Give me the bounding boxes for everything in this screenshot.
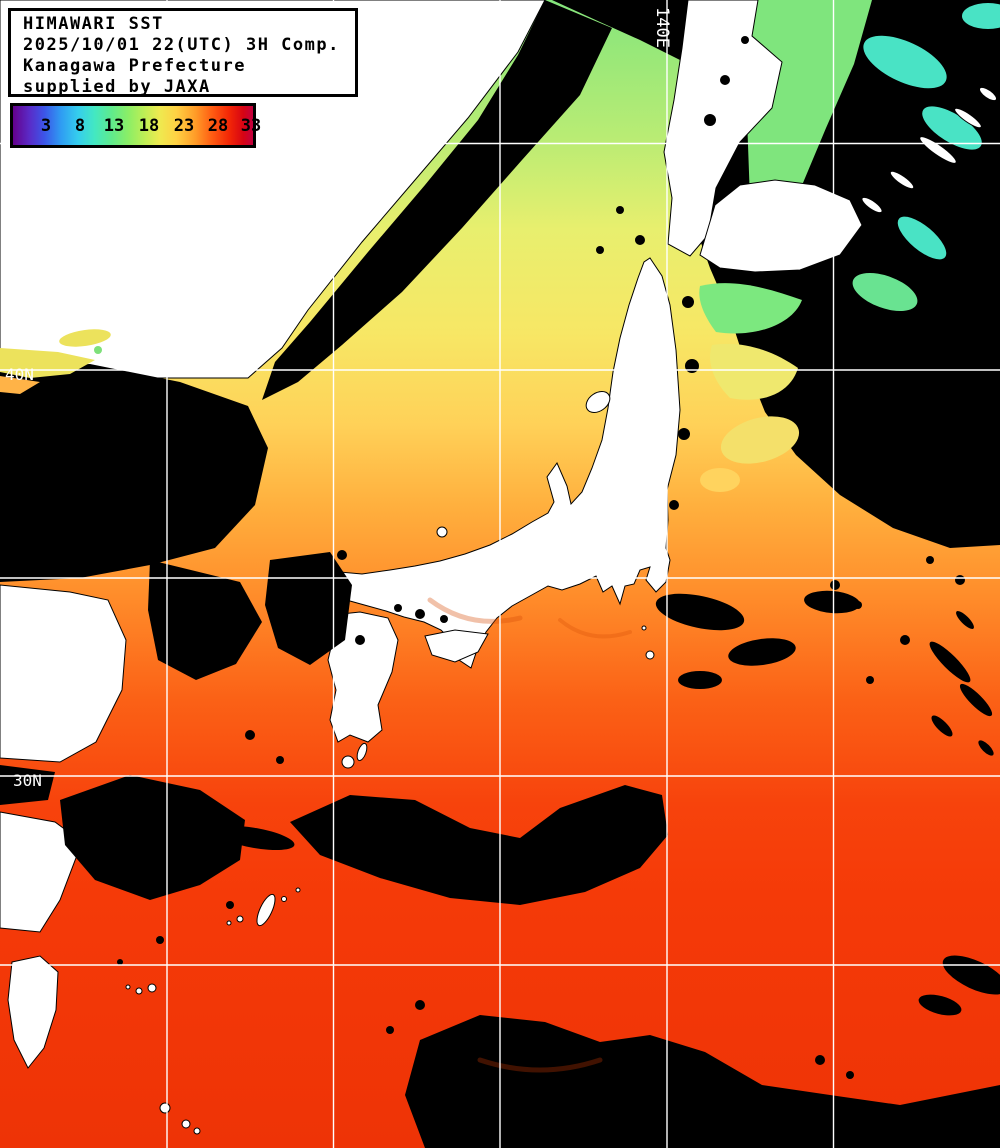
land-kyushu xyxy=(327,611,399,743)
land-sado-island xyxy=(585,391,611,413)
land-hokkaido-south xyxy=(699,179,863,273)
map-title: HIMAWARI SST xyxy=(23,14,164,34)
graticule-labels: 140E 40N 30N xyxy=(5,7,672,790)
colorbar-tick: 33 xyxy=(240,115,262,136)
colorbar-tick: 3 xyxy=(40,115,52,136)
grid-label: 30N xyxy=(13,771,42,790)
grid-label: 140E xyxy=(652,7,672,48)
colorbar-tick: 23 xyxy=(173,115,195,136)
cloud-specks xyxy=(117,36,965,1079)
land-honshu xyxy=(322,257,681,669)
temperature-colorbar: 3 8 13 18 23 28 33 xyxy=(10,103,261,148)
colorbar-tick: 28 xyxy=(207,115,229,136)
cloud-west-mass xyxy=(0,364,268,582)
map-credit: supplied by JAXA xyxy=(23,77,211,97)
colorbar-ticks: 3 8 13 18 23 28 33 xyxy=(13,106,261,145)
grid-label: 40N xyxy=(5,365,34,384)
land-taiwan xyxy=(7,955,59,1069)
colorbar-tick: 18 xyxy=(138,115,160,136)
colorbar-tick: 13 xyxy=(103,115,125,136)
cloud-central-pacific xyxy=(290,785,668,905)
info-box: HIMAWARI SST 2025/10/01 22(UTC) 3H Comp.… xyxy=(8,8,358,97)
cold-water-patches xyxy=(699,3,1000,492)
cloud-primorye-coast xyxy=(262,0,612,400)
land-shikoku xyxy=(424,629,489,663)
cloud-layer-northeast xyxy=(552,0,1000,548)
map-datetime: 2025/10/01 22(UTC) 3H Comp. xyxy=(23,35,340,55)
land-china-coast xyxy=(0,811,83,933)
land-korea xyxy=(0,584,127,763)
map-region: Kanagawa Prefecture xyxy=(23,56,246,76)
lake-biwa xyxy=(436,526,448,538)
cloud-bottom-mass xyxy=(405,1015,1000,1148)
current-swirls xyxy=(427,597,632,1073)
colorbar-tick: 8 xyxy=(74,115,86,136)
